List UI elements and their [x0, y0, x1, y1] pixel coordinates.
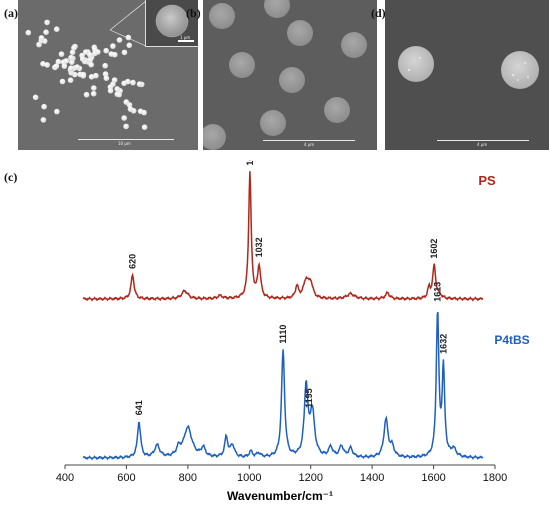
particle — [83, 91, 90, 98]
particle — [55, 58, 62, 65]
particle — [63, 58, 70, 64]
scale-text-a: 10 μm — [118, 141, 131, 146]
particle — [127, 106, 134, 112]
peak-label: 1632 — [438, 334, 448, 354]
legend-p4tbs: P4tBS — [494, 333, 529, 347]
peak-label: 1602 — [429, 239, 439, 259]
particle — [88, 74, 95, 80]
spectrum-line-p4tbs — [82, 311, 484, 461]
particle — [121, 49, 128, 56]
sem-image-d-particles — [398, 46, 539, 89]
particle — [83, 49, 89, 55]
particle — [53, 63, 60, 69]
peak-label: 1032 — [254, 237, 264, 257]
particle — [107, 87, 114, 94]
sem-image-b: 4 μm — [203, 0, 377, 150]
particle — [123, 99, 130, 105]
peak-label: 1195 — [304, 388, 314, 408]
sem-image-a-particles — [25, 0, 148, 130]
particle — [87, 56, 94, 63]
spectrum-line-ps — [82, 171, 484, 302]
particle — [123, 123, 129, 130]
particle — [116, 37, 123, 43]
particle — [54, 108, 60, 115]
peak-label: 1613 — [433, 282, 443, 302]
x-tick-label: 1200 — [298, 472, 322, 484]
particle — [32, 94, 39, 101]
raman-spectra-chart: 620 1002 1032 1602 641 1110 1195 1613 1632 400 60… — [56, 160, 530, 503]
particle — [53, 26, 60, 32]
peak-label: 1110 — [278, 325, 288, 344]
particle — [114, 86, 120, 92]
particle — [71, 45, 77, 51]
particle — [68, 65, 74, 71]
sem-inset-a: 1 μm — [145, 0, 198, 47]
particle — [69, 59, 75, 65]
x-tick-label: 1000 — [237, 472, 261, 484]
particle — [136, 81, 143, 87]
peak-label: 641 — [134, 400, 144, 415]
particle — [88, 61, 94, 68]
particle — [43, 29, 49, 35]
particle — [44, 19, 50, 26]
particle — [61, 63, 68, 69]
x-axis-label: Wavenumber/cm⁻¹ — [227, 489, 333, 503]
particle — [44, 62, 50, 68]
sem-image-d: 4 μm — [385, 0, 549, 150]
panel-label-d: (d) — [371, 6, 386, 20]
particle — [67, 77, 74, 83]
particle — [74, 64, 80, 70]
particle — [95, 49, 101, 55]
particle — [58, 51, 65, 57]
sem-image-b-particles — [203, 0, 367, 150]
legend-ps: PS — [478, 173, 496, 188]
scale-bar-d — [437, 140, 529, 141]
particle — [121, 80, 127, 87]
particle — [111, 77, 118, 83]
particle — [112, 51, 118, 58]
x-tick-label: 1800 — [483, 472, 507, 484]
particle — [121, 115, 127, 121]
particle — [38, 35, 45, 41]
particle — [40, 117, 47, 123]
sem-image-a: 1 μm 10 μm — [18, 0, 198, 150]
particle — [79, 56, 86, 62]
x-tick-label: 600 — [117, 472, 135, 484]
particle — [141, 109, 147, 116]
particle — [90, 90, 97, 97]
scale-bar-a — [78, 139, 174, 140]
particle — [59, 78, 66, 85]
particle — [141, 124, 148, 130]
particle — [103, 75, 110, 81]
particle — [102, 62, 108, 69]
particle — [126, 42, 133, 49]
particle — [103, 47, 109, 54]
particle — [116, 91, 122, 98]
particle — [80, 73, 87, 79]
particle — [25, 29, 32, 36]
x-tick-label: 800 — [179, 472, 197, 484]
scale-text-b: 4 μm — [304, 142, 315, 147]
scale-bar-b — [263, 140, 355, 141]
panel-label-c: (c) — [4, 170, 18, 184]
particle — [130, 79, 136, 86]
x-tick-label: 1400 — [360, 472, 384, 484]
peak-label: 1002 — [245, 160, 255, 166]
particle — [87, 52, 93, 58]
particle — [110, 43, 116, 49]
panel-label-b: (b) — [186, 6, 201, 20]
peak-label: 620 — [128, 254, 138, 269]
x-tick-label: 1600 — [421, 472, 445, 484]
x-tick-label: 400 — [56, 472, 74, 484]
particle — [69, 49, 76, 56]
particle — [93, 72, 99, 79]
panel-label-a: (a) — [4, 6, 18, 20]
inset-scale-text: 1 μm — [180, 35, 191, 40]
particle — [68, 54, 74, 61]
particle — [40, 61, 46, 67]
scale-text-d: 4 μm — [477, 142, 488, 147]
particle — [91, 85, 97, 91]
particle — [41, 103, 47, 110]
